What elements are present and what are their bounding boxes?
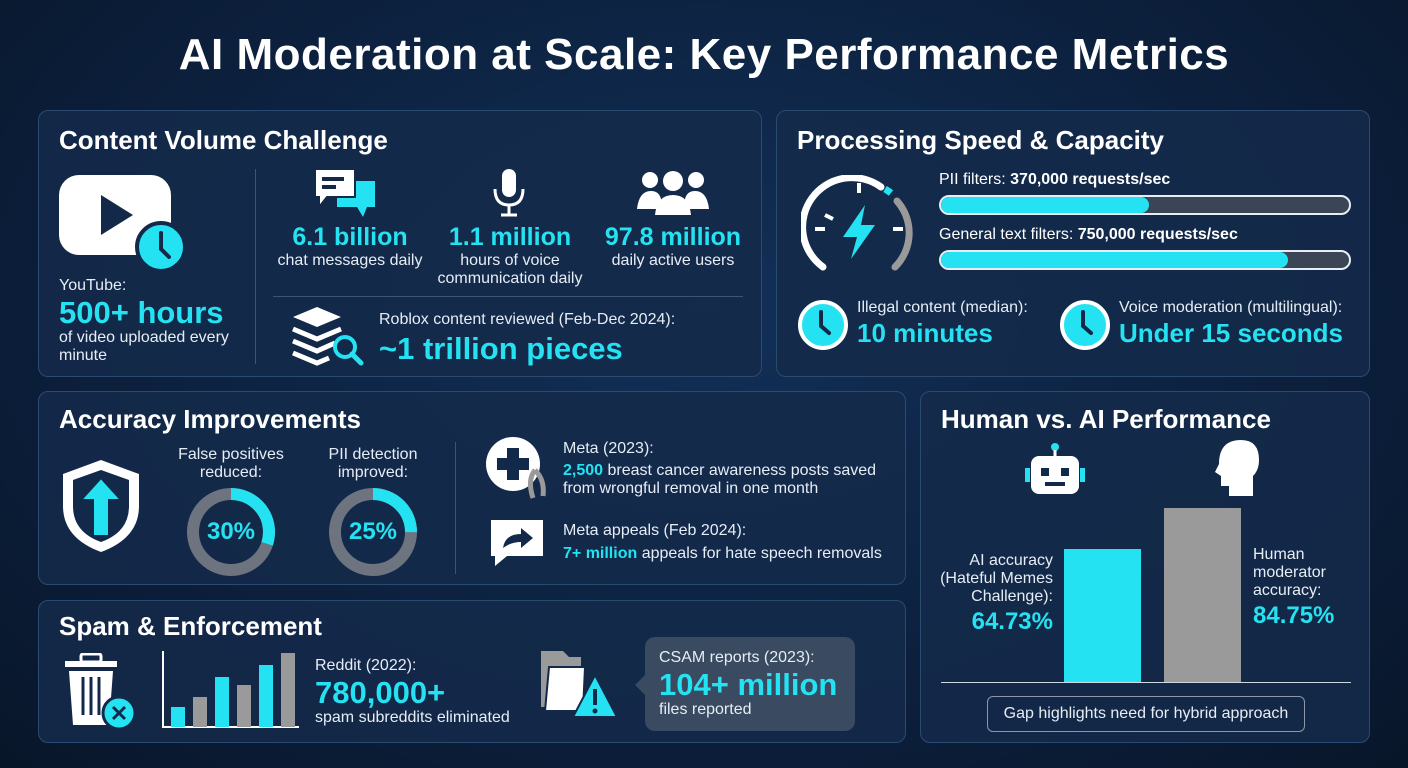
- ai-value: 64.73%: [971, 608, 1053, 635]
- stat-value: 97.8 million: [604, 223, 742, 251]
- time-label: Illegal content (median):: [857, 299, 1028, 316]
- users-group-icon: [637, 171, 709, 215]
- donut-false-positives: [187, 488, 275, 576]
- stat-desc: hours of voice communication daily: [437, 252, 583, 287]
- stat-value: 1.1 million: [448, 223, 572, 251]
- youtube-label: YouTube:: [59, 277, 127, 294]
- share-bubble-icon: [491, 520, 543, 566]
- bar-value: 750,000 requests/sec: [1077, 226, 1238, 243]
- meta-desc: breast cancer awareness posts saved from…: [563, 462, 877, 497]
- donut-value: 30%: [206, 518, 256, 545]
- panel-heading: Content Volume Challenge: [59, 125, 388, 155]
- stat-users: 97.8 million daily active users: [588, 223, 758, 270]
- hybrid-note: Gap highlights need for hybrid approach: [987, 696, 1305, 732]
- reddit-desc: spam subreddits eliminated: [315, 709, 510, 726]
- meta-highlight: 2,500: [563, 462, 604, 479]
- clock-icon: [1060, 300, 1110, 350]
- video-play-clock-icon: [59, 175, 187, 273]
- youtube-value: 500+ hours: [59, 295, 224, 330]
- time-label: Voice moderation (multilingual):: [1119, 299, 1343, 316]
- callout-pointer: [635, 675, 645, 695]
- speedometer-lightning-icon: [801, 175, 913, 271]
- stat-value: 6.1 billion: [292, 223, 408, 251]
- bar-value: 370,000 requests/sec: [1010, 171, 1171, 188]
- progress-fill: [941, 197, 1150, 213]
- shield-arrow-icon: [63, 460, 139, 552]
- appeals-label: Meta appeals (Feb 2024):: [563, 522, 747, 539]
- appeals-desc: appeals for hate speech removals: [637, 545, 882, 562]
- accuracy-panel: Accuracy Improvements False positives re…: [38, 391, 906, 585]
- panel-heading: Spam & Enforcement: [59, 611, 322, 641]
- stat-desc: chat messages daily: [277, 252, 423, 269]
- stat-desc: daily active users: [611, 252, 735, 269]
- pii-bar-label: PII filters: 370,000 requests/sec: [939, 171, 1170, 189]
- chart-baseline: [941, 682, 1351, 683]
- appeals-highlight: 7+ million: [563, 545, 638, 562]
- divider: [273, 296, 743, 297]
- bar-label: General text filters:: [939, 226, 1074, 243]
- medical-ribbon-icon: [486, 437, 546, 499]
- clock-icon: [798, 300, 848, 350]
- csam-callout: CSAM reports (2023): 104+ million files …: [635, 637, 855, 731]
- youtube-desc: of video uploaded every minute: [59, 329, 229, 364]
- layers-search-icon: [292, 307, 364, 366]
- human-label: Human moderator accuracy:: [1253, 546, 1326, 599]
- time-value: Under 15 seconds: [1119, 318, 1343, 348]
- divider: [255, 169, 256, 364]
- donut-label: PII detection improved:: [328, 446, 418, 481]
- donut-arc: [187, 488, 275, 576]
- processing-panel: Processing Speed & Capacity PII filters:…: [776, 110, 1370, 377]
- panel-heading: Accuracy Improvements: [59, 404, 362, 434]
- panel-heading: Human vs. AI Performance: [941, 404, 1271, 434]
- human-head-icon: [1215, 440, 1259, 496]
- bar-chart-icon: [162, 651, 299, 728]
- donut-label: False positives reduced:: [178, 446, 284, 481]
- roblox-value: ~1 trillion pieces: [379, 331, 623, 366]
- stat-chat: 6.1 billion chat messages daily: [265, 223, 435, 270]
- pii-progress-bar: [939, 195, 1351, 215]
- trash-delete-icon: [65, 653, 137, 731]
- human-bar: [1164, 508, 1241, 682]
- time-value: 10 minutes: [857, 318, 993, 348]
- appeals-text: 7+ million appeals for hate speech remov…: [563, 545, 913, 563]
- text-progress-bar: [939, 250, 1351, 270]
- page-title: AI Moderation at Scale: Key Performance …: [178, 30, 1230, 79]
- chat-bubbles-icon: [314, 168, 375, 217]
- csam-label: CSAM reports (2023):: [659, 649, 815, 666]
- meta-text: 2,500 breast cancer awareness posts save…: [563, 462, 903, 498]
- stat-voice: 1.1 million hours of voice communication…: [425, 223, 595, 288]
- text-bar-label: General text filters: 750,000 requests/s…: [939, 226, 1238, 244]
- ai-label: AI accuracy (Hateful Memes Challenge):: [940, 552, 1053, 605]
- human-value: 84.75%: [1253, 602, 1335, 629]
- divider: [455, 442, 456, 574]
- panel-heading: Processing Speed & Capacity: [797, 125, 1165, 155]
- progress-fill: [941, 252, 1288, 268]
- meta-label: Meta (2023):: [563, 440, 654, 457]
- human-ai-panel: Human vs. AI Performance AI accuracy (Ha…: [920, 391, 1370, 743]
- csam-value: 104+ million: [659, 667, 838, 702]
- csam-desc: files reported: [659, 701, 752, 718]
- donut-value: 25%: [348, 518, 398, 545]
- bar-label: PII filters:: [939, 171, 1006, 188]
- folder-warning-icon: [541, 651, 619, 718]
- roblox-label: Roblox content reviewed (Feb-Dec 2024):: [379, 311, 676, 328]
- microphone-icon: [493, 169, 525, 217]
- spam-panel: Spam & Enforcement Reddit (2022): 780,00…: [38, 600, 906, 743]
- content-volume-panel: Content Volume Challenge YouTube: 500+ h…: [38, 110, 762, 377]
- reddit-value: 780,000+: [315, 675, 446, 710]
- donut-pii-detection: [329, 488, 417, 576]
- reddit-label: Reddit (2022):: [315, 657, 417, 674]
- donut-arc: [329, 488, 417, 576]
- ai-bar: [1064, 549, 1141, 682]
- robot-icon: [1025, 443, 1085, 494]
